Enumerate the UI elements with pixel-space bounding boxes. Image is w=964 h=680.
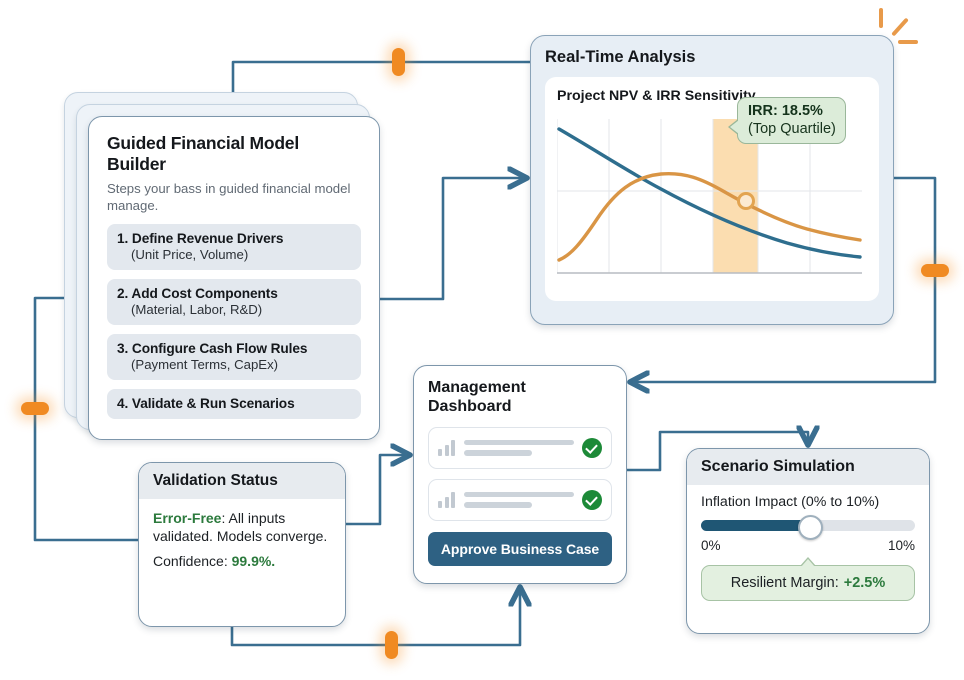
confidence-label: Confidence: <box>153 553 232 570</box>
bar-chart-icon <box>438 439 455 457</box>
slider-range-labels: 0% 10% <box>701 538 915 553</box>
validation-status-text: : All inputs validated. Models converge. <box>153 510 328 545</box>
guided-financial-model-builder-card: Guided Financial Model Builder Steps you… <box>88 116 380 440</box>
irr-callout: IRR: 18.5% (Top Quartile) <box>728 97 846 144</box>
chart-gridlines <box>557 119 862 273</box>
validation-title: Validation Status <box>153 472 278 489</box>
chart-title: Project NPV & IRR Sensitivity <box>557 88 756 104</box>
slider-thumb[interactable] <box>797 515 823 540</box>
connector-validation-loop-to-dashboard <box>230 590 520 647</box>
scenario-body: Inflation Impact (0% to 10%) 0% 10% Resi… <box>687 485 929 601</box>
guided-card-title: Guided Financial Model Builder <box>107 133 300 174</box>
connector-analysis-to-dashboard <box>633 176 937 382</box>
slider-fill <box>701 520 808 531</box>
metric-placeholder-lines-2 <box>464 491 574 508</box>
irr-callout-note: (Top Quartile) <box>748 121 836 137</box>
step-3-title: 3. Configure Cash Flow Rules <box>117 340 308 356</box>
step-4-title: 4. Validate & Run Scenarios <box>117 395 295 411</box>
chart-container: Project NPV & IRR Sensitivity <box>545 77 879 301</box>
connector-pill-bottom <box>385 631 398 659</box>
resilient-margin-value: +2.5% <box>843 575 886 591</box>
metric-placeholder-lines-1 <box>464 439 574 456</box>
resilient-margin-label: Resilient Margin: <box>730 575 839 591</box>
check-circle-icon-1 <box>582 437 602 458</box>
validation-body: Error-Free: All inputs validated. Models… <box>139 499 345 569</box>
connector-validation-to-dashboard <box>344 455 407 526</box>
analysis-panel-title: Real-Time Analysis <box>545 48 696 66</box>
scenario-title: Scenario Simulation <box>701 458 855 475</box>
dashboard-metric-row-1[interactable] <box>428 426 612 469</box>
step-2-subtitle: (Material, Labor, R&D) <box>131 301 263 317</box>
connector-feedback-left-rail <box>33 298 140 542</box>
validation-status-badge: Error-Free <box>153 510 222 526</box>
validation-confidence-line: Confidence: 99.9%. <box>153 553 331 569</box>
scenario-simulation-card: Scenario Simulation Inflation Impact (0%… <box>686 448 930 634</box>
dashboard-metric-row-2[interactable] <box>428 478 612 521</box>
validation-status-card: Validation Status Error-Free: All inputs… <box>138 462 346 627</box>
step-1-title: 1. Define Revenue Drivers <box>117 230 284 246</box>
chart-marker-irr <box>737 192 755 210</box>
connector-dashboard-to-scenario <box>625 432 808 472</box>
connector-pill-left <box>21 402 49 415</box>
chart-series-npv <box>557 127 862 259</box>
guided-card-subtitle: Steps your bass in guided financial mode… <box>107 181 351 213</box>
connector-pill-right <box>921 264 949 277</box>
step-item-1[interactable]: 1. Define Revenue Drivers (Unit Price, V… <box>107 223 361 270</box>
step-item-3[interactable]: 3. Configure Cash Flow Rules (Payment Te… <box>107 333 361 380</box>
approve-business-case-button[interactable]: Approve Business Case <box>428 531 612 566</box>
step-item-2[interactable]: 2. Add Cost Components (Material, Labor,… <box>107 278 361 325</box>
slider-min-label: 0% <box>701 538 721 553</box>
connector-guided-to-analysis <box>378 178 524 301</box>
dashboard-title: Management Dashboard <box>428 379 526 415</box>
confidence-value: 99.9%. <box>231 553 276 570</box>
chart-series-irr <box>557 171 862 262</box>
irr-callout-value: IRR: 18.5% <box>748 103 823 119</box>
validation-status-line: Error-Free: All inputs validated. Models… <box>153 509 331 545</box>
step-item-4[interactable]: 4. Validate & Run Scenarios <box>107 388 361 419</box>
management-dashboard-card: Management Dashboard Approve Business Ca… <box>413 365 627 584</box>
scenario-header: Scenario Simulation <box>687 449 929 485</box>
step-1-subtitle: (Unit Price, Volume) <box>131 246 249 262</box>
npv-irr-sensitivity-chart <box>557 119 862 274</box>
connector-pill-top <box>392 48 405 76</box>
resilient-margin-badge: Resilient Margin: +2.5% <box>701 557 915 601</box>
slider-max-label: 10% <box>887 538 915 553</box>
bar-chart-icon <box>438 491 455 509</box>
check-circle-icon-2 <box>582 489 602 510</box>
step-3-subtitle: (Payment Terms, CapEx) <box>131 356 279 372</box>
sparkle-icon-3 <box>898 40 918 44</box>
real-time-analysis-panel: Real-Time Analysis Project NPV & IRR Sen… <box>530 35 894 325</box>
inflation-slider-label: Inflation Impact (0% to 10%) <box>701 494 880 510</box>
sparkle-icon-1 <box>879 8 883 28</box>
inflation-impact-slider[interactable] <box>701 515 915 540</box>
validation-header: Validation Status <box>139 463 345 499</box>
step-2-title: 2. Add Cost Components <box>117 285 278 301</box>
